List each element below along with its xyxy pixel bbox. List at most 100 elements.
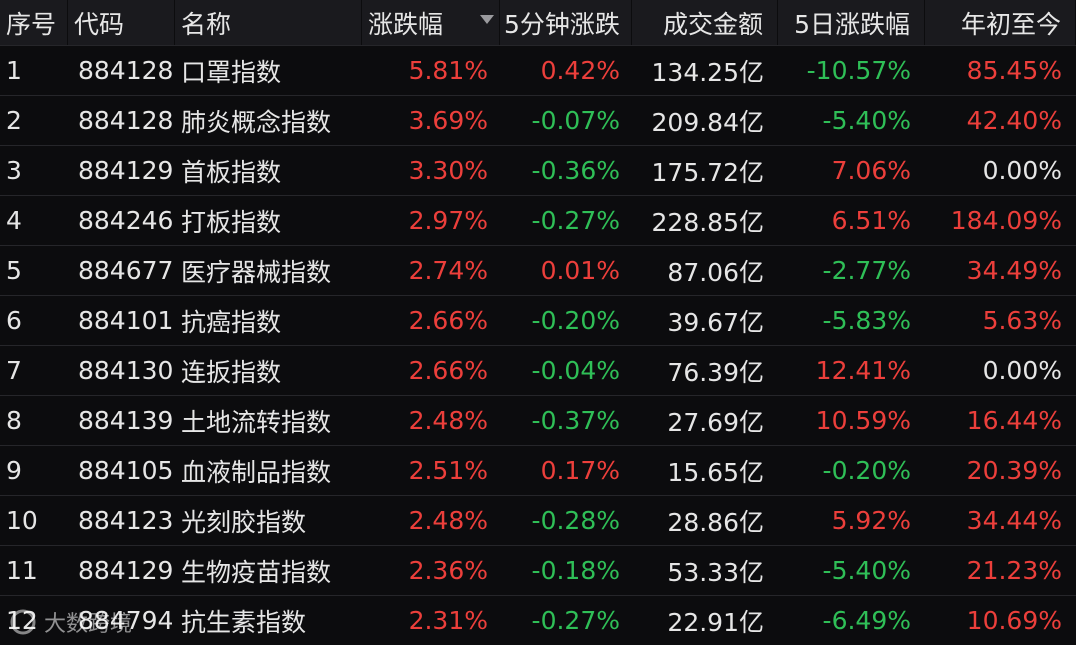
change-ytd: 20.39% — [966, 456, 1062, 485]
table-row[interactable]: 10 884123 光刻胶指数 2.48% -0.28% 28.86亿 5.92% 34.44… — [0, 496, 1076, 546]
turnover: 175.72亿 — [651, 157, 764, 187]
change: 2.48% — [408, 506, 488, 535]
table-row[interactable]: 9 884105 血液制品指数 2.51% 0.17% 15.65亿 -0.20% 20.39… — [0, 446, 1076, 496]
change: 3.69% — [408, 106, 488, 135]
column-header[interactable]: 名称 — [175, 0, 362, 45]
turnover: 209.84亿 — [651, 107, 764, 137]
change-5d: -5.40% — [822, 556, 911, 585]
change-5min: -0.27% — [531, 606, 620, 635]
table-row[interactable]: 4 884246 打板指数 2.97% -0.27% 228.85亿 6.51% 184.09… — [0, 196, 1076, 246]
turnover: 53.33亿 — [667, 557, 764, 587]
change-5d: 6.51% — [831, 206, 911, 235]
column-header[interactable]: 年初至今 — [925, 0, 1076, 45]
change-ytd: 0.00% — [982, 156, 1062, 185]
change-5d: -5.83% — [822, 306, 911, 335]
row-number: 6 — [6, 306, 22, 335]
column-header[interactable]: 代码 — [68, 0, 175, 45]
index-name: 连扳指数 — [181, 357, 282, 387]
index-name: 抗生素指数 — [181, 607, 307, 637]
column-header[interactable]: 涨跌幅 — [362, 0, 500, 45]
change-ytd: 85.45% — [966, 56, 1062, 85]
column-header[interactable]: 成交金额 — [632, 0, 778, 45]
index-name: 口罩指数 — [181, 57, 282, 87]
turnover: 134.25亿 — [651, 57, 764, 87]
change-5d: -6.49% — [822, 606, 911, 635]
row-number: 5 — [6, 256, 22, 285]
watermark: 大数跨境 — [8, 606, 132, 638]
change-5d: 12.41% — [815, 356, 911, 385]
table-row[interactable]: 5 884677 医疗器械指数 2.74% 0.01% 87.06亿 -2.77% 34.49… — [0, 246, 1076, 296]
table-row[interactable]: 6 884101 抗癌指数 2.66% -0.20% 39.67亿 -5.83% 5.63% — [0, 296, 1076, 346]
change: 2.36% — [408, 556, 488, 585]
row-number: 3 — [6, 156, 22, 185]
turnover: 76.39亿 — [667, 357, 764, 387]
code: 884128 — [78, 56, 174, 85]
row-number: 11 — [6, 556, 38, 585]
index-name: 医疗器械指数 — [181, 257, 332, 287]
change-ytd: 42.40% — [966, 106, 1062, 135]
code: 884129 — [78, 556, 174, 585]
change-ytd: 16.44% — [966, 406, 1062, 435]
index-name: 首板指数 — [181, 157, 282, 187]
change: 2.74% — [408, 256, 488, 285]
table-row[interactable]: 8 884139 土地流转指数 2.48% -0.37% 27.69亿 10.59% 16.4… — [0, 396, 1076, 446]
table-row[interactable]: 11 884129 生物疫苗指数 2.36% -0.18% 53.33亿 -5.40% 21.… — [0, 546, 1076, 596]
code: 884677 — [78, 256, 174, 285]
change-5min: 0.17% — [540, 456, 620, 485]
change-5min: -0.28% — [531, 506, 620, 535]
table-row[interactable]: 3 884129 首板指数 3.30% -0.36% 175.72亿 7.06% 0.00% — [0, 146, 1076, 196]
code: 884139 — [78, 406, 174, 435]
change-5min: -0.07% — [531, 106, 620, 135]
index-name: 肺炎概念指数 — [181, 107, 332, 137]
table-row[interactable]: 2 884128 肺炎概念指数 3.69% -0.07% 209.84亿 -5.40% 42.… — [0, 96, 1076, 146]
change-ytd: 21.23% — [966, 556, 1062, 585]
code: 884246 — [78, 206, 174, 235]
row-number: 4 — [6, 206, 22, 235]
code: 884128 — [78, 106, 174, 135]
table-row[interactable]: 1 884128 口罩指数 5.81% 0.42% 134.25亿 -10.57% 85.45… — [0, 46, 1076, 96]
change-ytd: 10.69% — [966, 606, 1062, 635]
change-ytd: 34.49% — [966, 256, 1062, 285]
column-header[interactable]: 5分钟涨跌 — [500, 0, 632, 45]
change: 2.97% — [408, 206, 488, 235]
code: 884101 — [78, 306, 174, 335]
change-5min: -0.04% — [531, 356, 620, 385]
code: 884123 — [78, 506, 174, 535]
column-header[interactable]: 5日涨跌幅 — [778, 0, 925, 45]
row-number: 8 — [6, 406, 22, 435]
row-number: 9 — [6, 456, 22, 485]
change-ytd: 0.00% — [982, 356, 1062, 385]
row-number: 2 — [6, 106, 22, 135]
change-ytd: 5.63% — [982, 306, 1062, 335]
code: 884105 — [78, 456, 174, 485]
change-5d: 5.92% — [831, 506, 911, 535]
turnover: 87.06亿 — [667, 257, 764, 287]
change-5min: 0.01% — [540, 256, 620, 285]
index-name: 土地流转指数 — [181, 407, 332, 437]
index-name: 血液制品指数 — [181, 457, 332, 487]
sort-arrow[interactable] — [480, 15, 494, 25]
change-5min: 0.42% — [540, 56, 620, 85]
change-5min: -0.20% — [531, 306, 620, 335]
table-row[interactable]: 7 884130 连扳指数 2.66% -0.04% 76.39亿 12.41% 0.00% — [0, 346, 1076, 396]
change-ytd: 184.09% — [950, 206, 1062, 235]
change-5d: 10.59% — [815, 406, 911, 435]
change-5d: -0.20% — [822, 456, 911, 485]
code: 884130 — [78, 356, 174, 385]
change: 2.51% — [408, 456, 488, 485]
column-header[interactable]: 序号 — [0, 0, 68, 45]
change: 2.66% — [408, 306, 488, 335]
table-row[interactable]: 12 884794 抗生素指数 2.31% -0.27% 22.91亿 -6.49% 10.6… — [0, 596, 1076, 645]
turnover: 22.91亿 — [667, 607, 764, 637]
row-number: 7 — [6, 356, 22, 385]
change: 2.31% — [408, 606, 488, 635]
change-5min: -0.18% — [531, 556, 620, 585]
watermark-text: 大数跨境 — [44, 612, 133, 637]
watermark-logo — [10, 609, 36, 635]
change-5min: -0.36% — [531, 156, 620, 185]
change-5d: -10.57% — [806, 56, 911, 85]
change-5d: 7.06% — [831, 156, 911, 185]
change-ytd: 34.44% — [966, 506, 1062, 535]
header-row: 序号 代码 名称 涨跌幅 5分钟涨跌 成交金额 5日涨跌幅 年初至今 — [0, 0, 1076, 46]
